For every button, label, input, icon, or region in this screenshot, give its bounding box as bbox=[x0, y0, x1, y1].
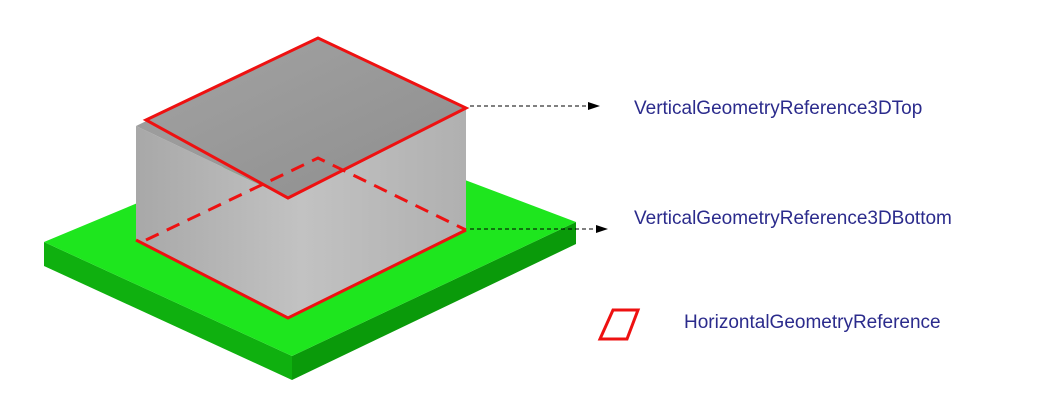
reference-outlines bbox=[135, 36, 470, 320]
top-leader-arrowhead bbox=[588, 102, 600, 110]
red-parallelogram-icon bbox=[597, 308, 641, 341]
ground-plate-side-left bbox=[44, 242, 292, 380]
ground-plate-side-right bbox=[292, 222, 576, 380]
bottom-reference-hidden-outline bbox=[145, 156, 467, 242]
horizontal-reference-legend-label: HorizontalGeometryReference bbox=[684, 312, 941, 333]
vertical-top-reference-label: VerticalGeometryReference3DTop bbox=[634, 98, 923, 119]
top-reference-outline bbox=[142, 36, 470, 200]
building-top-face bbox=[136, 38, 466, 198]
bottom-leader-arrowhead bbox=[596, 225, 608, 233]
vertical-bottom-reference-label: VerticalGeometryReference3DBottom bbox=[634, 208, 952, 229]
building-block bbox=[136, 38, 466, 318]
bottom-reference-visible-outline bbox=[135, 228, 467, 320]
leader-arrows bbox=[470, 102, 608, 233]
building-front-face bbox=[136, 108, 466, 318]
